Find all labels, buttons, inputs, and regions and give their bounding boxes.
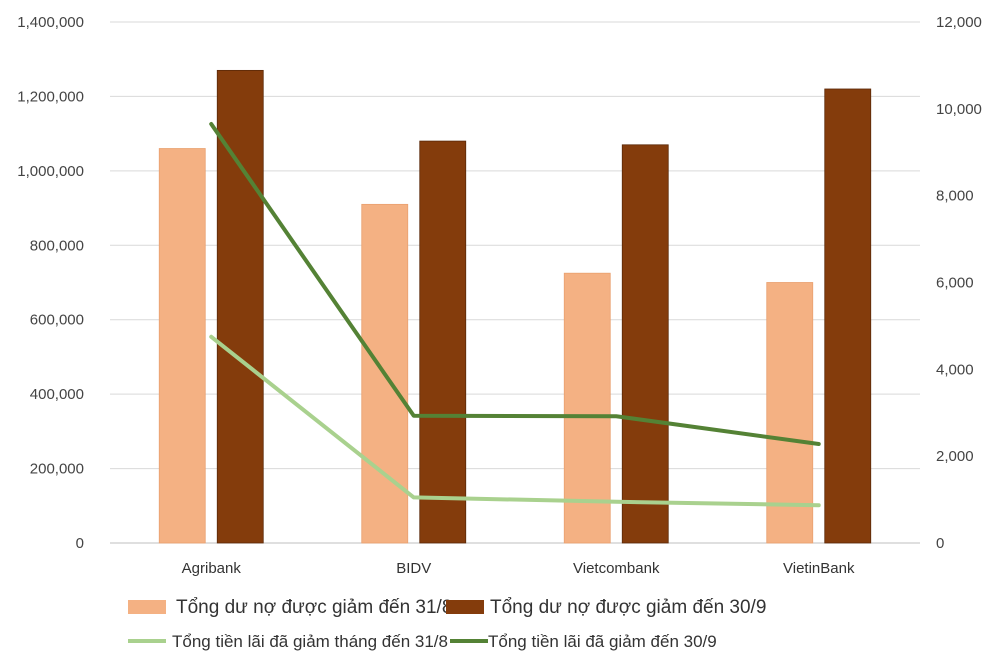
category-label: Agribank: [182, 560, 242, 577]
right-axis-tick-label: 12,000: [936, 14, 982, 31]
line-series-2: [209, 122, 821, 447]
right-axis-tick-label: 10,000: [936, 101, 982, 118]
left-axis-tick-label: 600,000: [30, 312, 84, 329]
bar-1-vietinbank: [766, 282, 814, 544]
line-series-1: [209, 334, 821, 508]
legend-label-bar-2: Tổng dư nợ được giảm đến 30/9: [490, 597, 766, 618]
bar-1-agribank: [158, 148, 206, 544]
right-axis-tick-labels: 0 2,000 4,000 6,000 8,000 10,000 12,000: [936, 14, 982, 552]
bar-2-vietcombank: [621, 144, 669, 544]
right-axis-tick-label: 0: [936, 535, 944, 552]
line-series-group: [209, 122, 821, 508]
legend-label-line-1: Tổng tiền lãi đã giảm tháng đến 31/8: [172, 632, 448, 651]
legend-swatch-bar-1: [128, 600, 166, 614]
right-axis-tick-label: 6,000: [936, 275, 974, 292]
bar-2-bidv: [419, 140, 467, 544]
bar-1-vietcombank: [563, 272, 611, 544]
left-axis-tick-labels: 0 200,000 400,000 600,000 800,000 1,000,000 1,…: [17, 14, 84, 552]
left-axis-tick-label: 1,200,000: [17, 88, 84, 105]
right-axis-tick-label: 2,000: [936, 448, 974, 465]
legend: Tổng dư nợ được giảm đến 31/8 Tổng dư nợ …: [128, 597, 766, 651]
right-axis-tick-label: 4,000: [936, 361, 974, 378]
category-labels: Agribank BIDV Vietcombank VietinBank: [182, 560, 855, 577]
legend-label-line-2: Tổng tiền lãi đã giảm đến 30/9: [488, 632, 717, 651]
left-axis-tick-label: 400,000: [30, 386, 84, 403]
bar-series-group: [158, 69, 872, 544]
left-axis-tick-label: 1,000,000: [17, 163, 84, 180]
left-axis-tick-label: 200,000: [30, 461, 84, 478]
legend-swatch-bar-2: [446, 600, 484, 614]
right-axis-tick-label: 8,000: [936, 188, 974, 205]
legend-label-bar-1: Tổng dư nợ được giảm đến 31/8: [176, 597, 452, 618]
bar-2-vietinbank: [824, 88, 872, 544]
left-axis-tick-label: 0: [76, 535, 84, 552]
left-axis-tick-label: 1,400,000: [17, 14, 84, 31]
category-label: BIDV: [396, 560, 431, 577]
left-axis-tick-label: 800,000: [30, 237, 84, 254]
category-label: VietinBank: [783, 560, 855, 577]
category-label: Vietcombank: [573, 560, 660, 577]
bar-2-agribank: [216, 69, 264, 544]
